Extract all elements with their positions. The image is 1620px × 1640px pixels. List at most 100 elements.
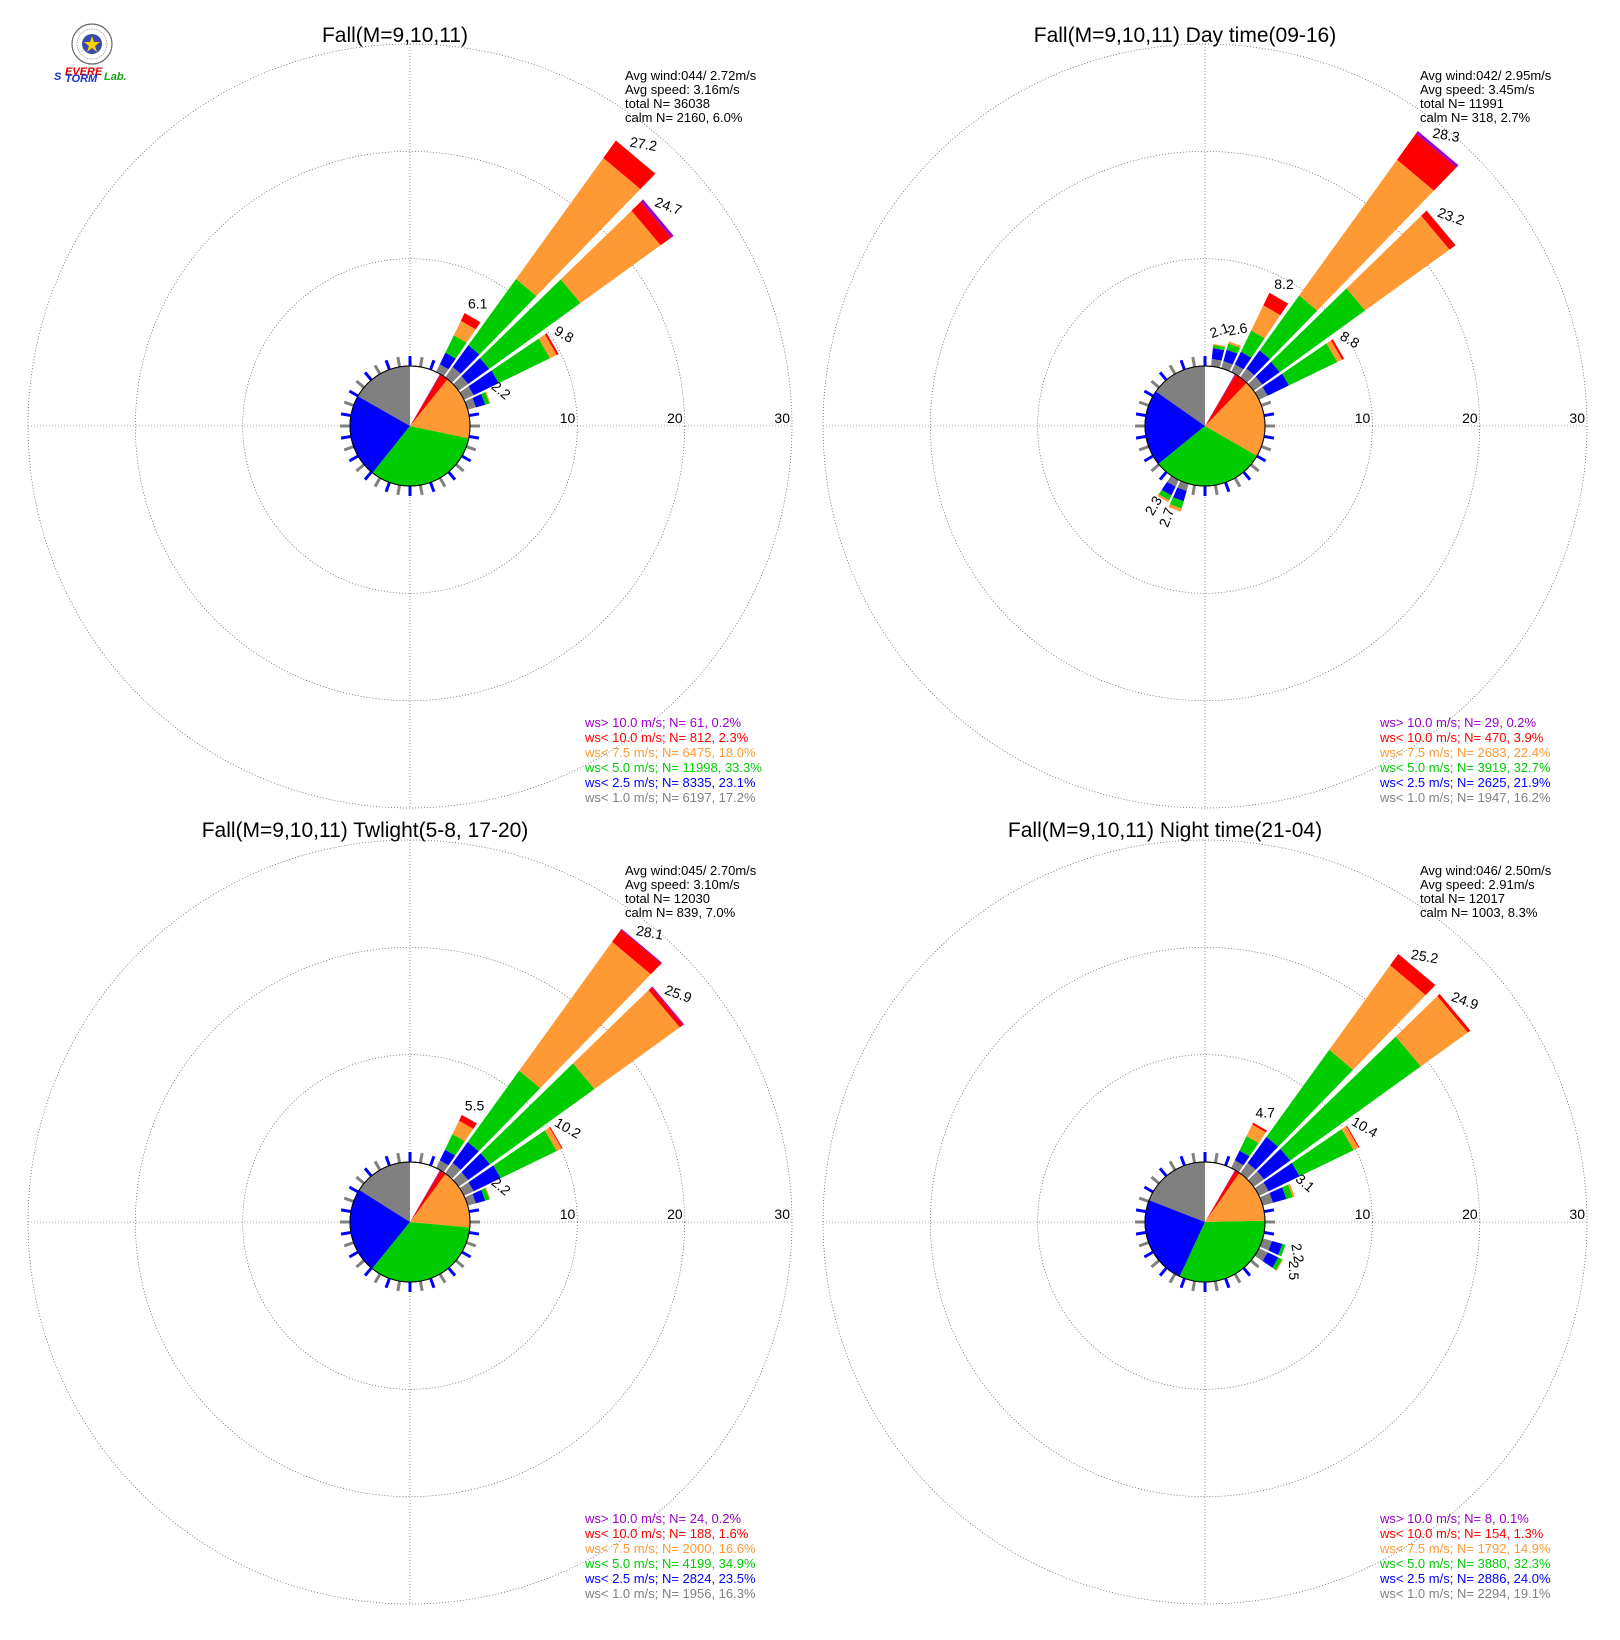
ring-10 bbox=[1037, 258, 1373, 594]
wind-rose-panel: Fall(M=9,10,11) Night time(21-04) 10 20 30 4… bbox=[822, 819, 1588, 1605]
petal-segment bbox=[1291, 1129, 1354, 1177]
petal-segment bbox=[485, 391, 491, 404]
legend-entry: ws< 5.0 m/s; N= 3880, 32.3% bbox=[1379, 1556, 1551, 1571]
direction-tick bbox=[348, 389, 359, 398]
petal-segment bbox=[1248, 376, 1263, 391]
legend-entry: ws< 2.5 m/s; N= 2625, 21.9% bbox=[1379, 775, 1551, 790]
petal-segment bbox=[1169, 497, 1184, 509]
petal-segment bbox=[472, 393, 486, 408]
petal-segment bbox=[1211, 348, 1225, 361]
direction-tick bbox=[1143, 1250, 1154, 1259]
stats-line: total N= 11991 bbox=[1420, 96, 1504, 111]
direction-tick bbox=[355, 1175, 366, 1185]
petal-label: 9.8 bbox=[552, 322, 577, 346]
petal-segment bbox=[1262, 373, 1289, 396]
petal-segment bbox=[468, 1165, 501, 1192]
petal-segment bbox=[1263, 1162, 1300, 1192]
direction-tick bbox=[1143, 454, 1154, 463]
direction-tick bbox=[340, 434, 352, 440]
direction-tick bbox=[1260, 445, 1272, 452]
direction-tick bbox=[1150, 1259, 1161, 1269]
direction-tick bbox=[1143, 389, 1154, 398]
legend-entry: ws< 5.0 m/s; N= 11998, 33.3% bbox=[584, 760, 762, 775]
ring-20 bbox=[929, 946, 1481, 1498]
direction-tick bbox=[340, 412, 352, 418]
stats-line: total N= 36038 bbox=[625, 96, 710, 111]
legend-entry: ws< 1.0 m/s; N= 6197, 17.2% bbox=[584, 790, 756, 805]
petal-segment bbox=[461, 1153, 491, 1180]
petal-label: 5.5 bbox=[465, 1097, 485, 1113]
direction-tick bbox=[1138, 400, 1150, 407]
logo-word-evere: EVERE bbox=[65, 66, 103, 78]
direction-tick bbox=[1150, 379, 1161, 389]
direction-tick bbox=[1168, 1160, 1177, 1171]
direction-tick bbox=[396, 356, 402, 368]
legend-entry: ws> 10.0 m/s; N= 29, 0.2% bbox=[1379, 715, 1537, 730]
stats-line: calm N= 839, 7.0% bbox=[625, 905, 736, 920]
ring-30 bbox=[27, 43, 793, 809]
direction-tick bbox=[1256, 454, 1267, 463]
logo-word-torm: TORM bbox=[65, 73, 98, 84]
petal-label: 28.1 bbox=[635, 922, 665, 943]
petal-segment bbox=[1212, 344, 1225, 351]
legend-entry: ws< 7.5 m/s; N= 6475, 18.0% bbox=[584, 745, 756, 760]
disk-outline bbox=[349, 365, 471, 487]
pie-slice bbox=[1179, 1220, 1265, 1283]
direction-tick bbox=[1233, 1273, 1242, 1284]
direction-tick bbox=[1224, 481, 1231, 493]
petal-segment bbox=[1228, 341, 1242, 348]
petal-segment bbox=[472, 1189, 486, 1204]
direction-tick bbox=[1213, 484, 1219, 496]
direction-tick bbox=[438, 477, 447, 488]
petal-segment bbox=[1330, 339, 1345, 360]
direction-tick bbox=[429, 1277, 436, 1289]
petal-segment bbox=[1252, 1122, 1268, 1133]
stats-line: Avg wind:044/ 2.72m/s bbox=[625, 68, 757, 83]
direction-tick bbox=[447, 1266, 457, 1277]
direction-tick bbox=[468, 434, 480, 440]
pie-slice bbox=[1205, 1172, 1265, 1222]
petal-segment bbox=[1226, 343, 1241, 354]
disk-outline bbox=[1144, 365, 1266, 487]
direction-tick bbox=[343, 1241, 355, 1248]
direction-tick bbox=[373, 1160, 382, 1171]
direction-tick bbox=[429, 359, 436, 371]
petal-segment bbox=[1251, 305, 1281, 339]
direction-tick bbox=[363, 1266, 373, 1277]
direction-tick bbox=[373, 364, 382, 375]
legend-entry: ws< 2.5 m/s; N= 8335, 23.1% bbox=[584, 775, 756, 790]
legend-entry: ws< 1.0 m/s; N= 2294, 19.1% bbox=[1379, 1586, 1551, 1601]
petal-segment bbox=[1234, 1150, 1250, 1166]
petal-segment bbox=[1157, 494, 1170, 503]
petal-segment bbox=[479, 279, 581, 369]
pie-slice bbox=[1145, 391, 1205, 464]
petal-segment bbox=[481, 392, 490, 405]
petal-segment bbox=[459, 1182, 474, 1196]
petal-segment bbox=[1288, 1183, 1295, 1198]
legend-entry: ws< 5.0 m/s; N= 4199, 34.9% bbox=[584, 1556, 756, 1571]
ring-label-20: 20 bbox=[667, 410, 683, 426]
legend-entry: ws> 10.0 m/s; N= 61, 0.2% bbox=[584, 715, 742, 730]
petal-segment bbox=[1259, 1193, 1274, 1206]
pie-slice bbox=[410, 379, 470, 439]
direction-tick bbox=[355, 463, 366, 473]
petal-label: 28.3 bbox=[1431, 125, 1461, 146]
petal-label: 25.2 bbox=[1410, 946, 1440, 967]
legend-entry: ws> 10.0 m/s; N= 24, 0.2% bbox=[584, 1511, 742, 1526]
petal-segment bbox=[538, 334, 557, 359]
pie-slice bbox=[1205, 374, 1236, 426]
ring-10 bbox=[242, 1054, 578, 1390]
direction-tick bbox=[1158, 470, 1168, 481]
direction-tick bbox=[1191, 356, 1197, 368]
direction-tick bbox=[373, 1273, 382, 1284]
petal-label: 6.1 bbox=[468, 296, 488, 312]
direction-tick bbox=[1224, 1155, 1231, 1167]
direction-tick bbox=[1263, 434, 1275, 440]
petal-label: 2.7 bbox=[1156, 505, 1178, 529]
direction-tick bbox=[1150, 1175, 1161, 1185]
panel-title: Fall(M=9,10,11) Night time(21-04) bbox=[1008, 819, 1322, 842]
stats-line: Avg speed: 3.10m/s bbox=[625, 877, 740, 892]
petal-label: 2.5 bbox=[1286, 1261, 1302, 1281]
legend-entry: ws< 10.0 m/s; N= 470, 3.9% bbox=[1379, 730, 1544, 745]
stats-line: calm N= 2160, 6.0% bbox=[625, 110, 743, 125]
